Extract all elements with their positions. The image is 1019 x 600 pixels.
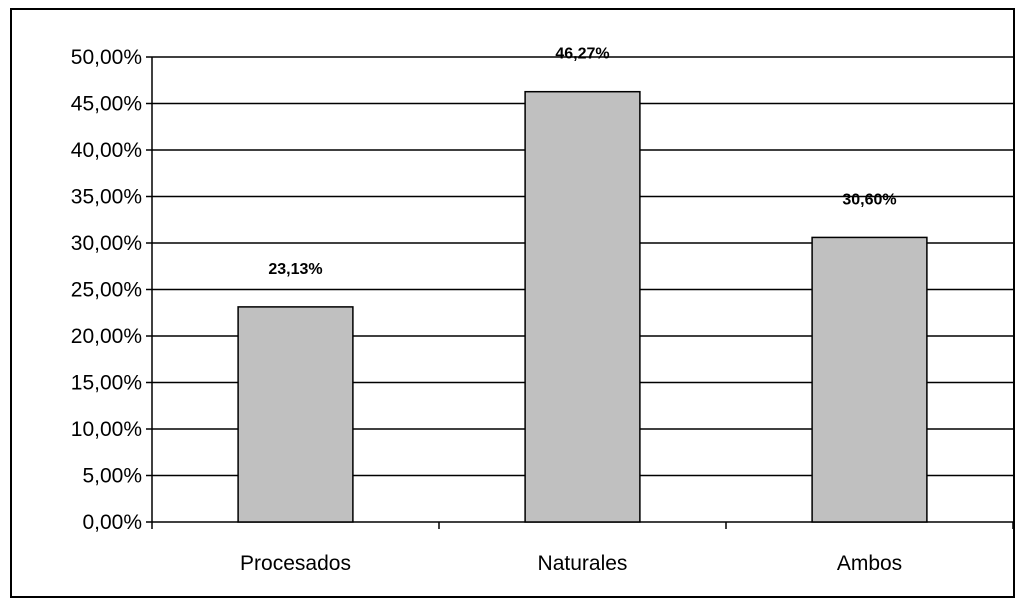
category-label: Procesados [240, 552, 351, 575]
y-tick-label: 40,00% [71, 139, 142, 162]
y-tick-label: 10,00% [71, 418, 142, 441]
y-tick-label: 5,00% [82, 465, 142, 488]
y-tick-label: 15,00% [71, 372, 142, 395]
data-label: 46,27% [555, 46, 609, 63]
y-tick-label: 50,00% [71, 46, 142, 69]
bar-naturales [524, 90, 641, 523]
y-tick-label: 35,00% [71, 186, 142, 209]
data-label: 30,60% [842, 191, 896, 208]
y-tick-label: 30,00% [71, 232, 142, 255]
data-label: 23,13% [268, 261, 322, 278]
bar-ambos [811, 236, 928, 523]
y-tick-label: 25,00% [71, 279, 142, 302]
bar-procesados [237, 306, 354, 523]
y-tick-label: 45,00% [71, 93, 142, 116]
y-tick-label: 0,00% [82, 511, 142, 534]
category-label: Naturales [538, 552, 628, 575]
category-label: Ambos [837, 552, 902, 575]
y-tick-label: 20,00% [71, 325, 142, 348]
